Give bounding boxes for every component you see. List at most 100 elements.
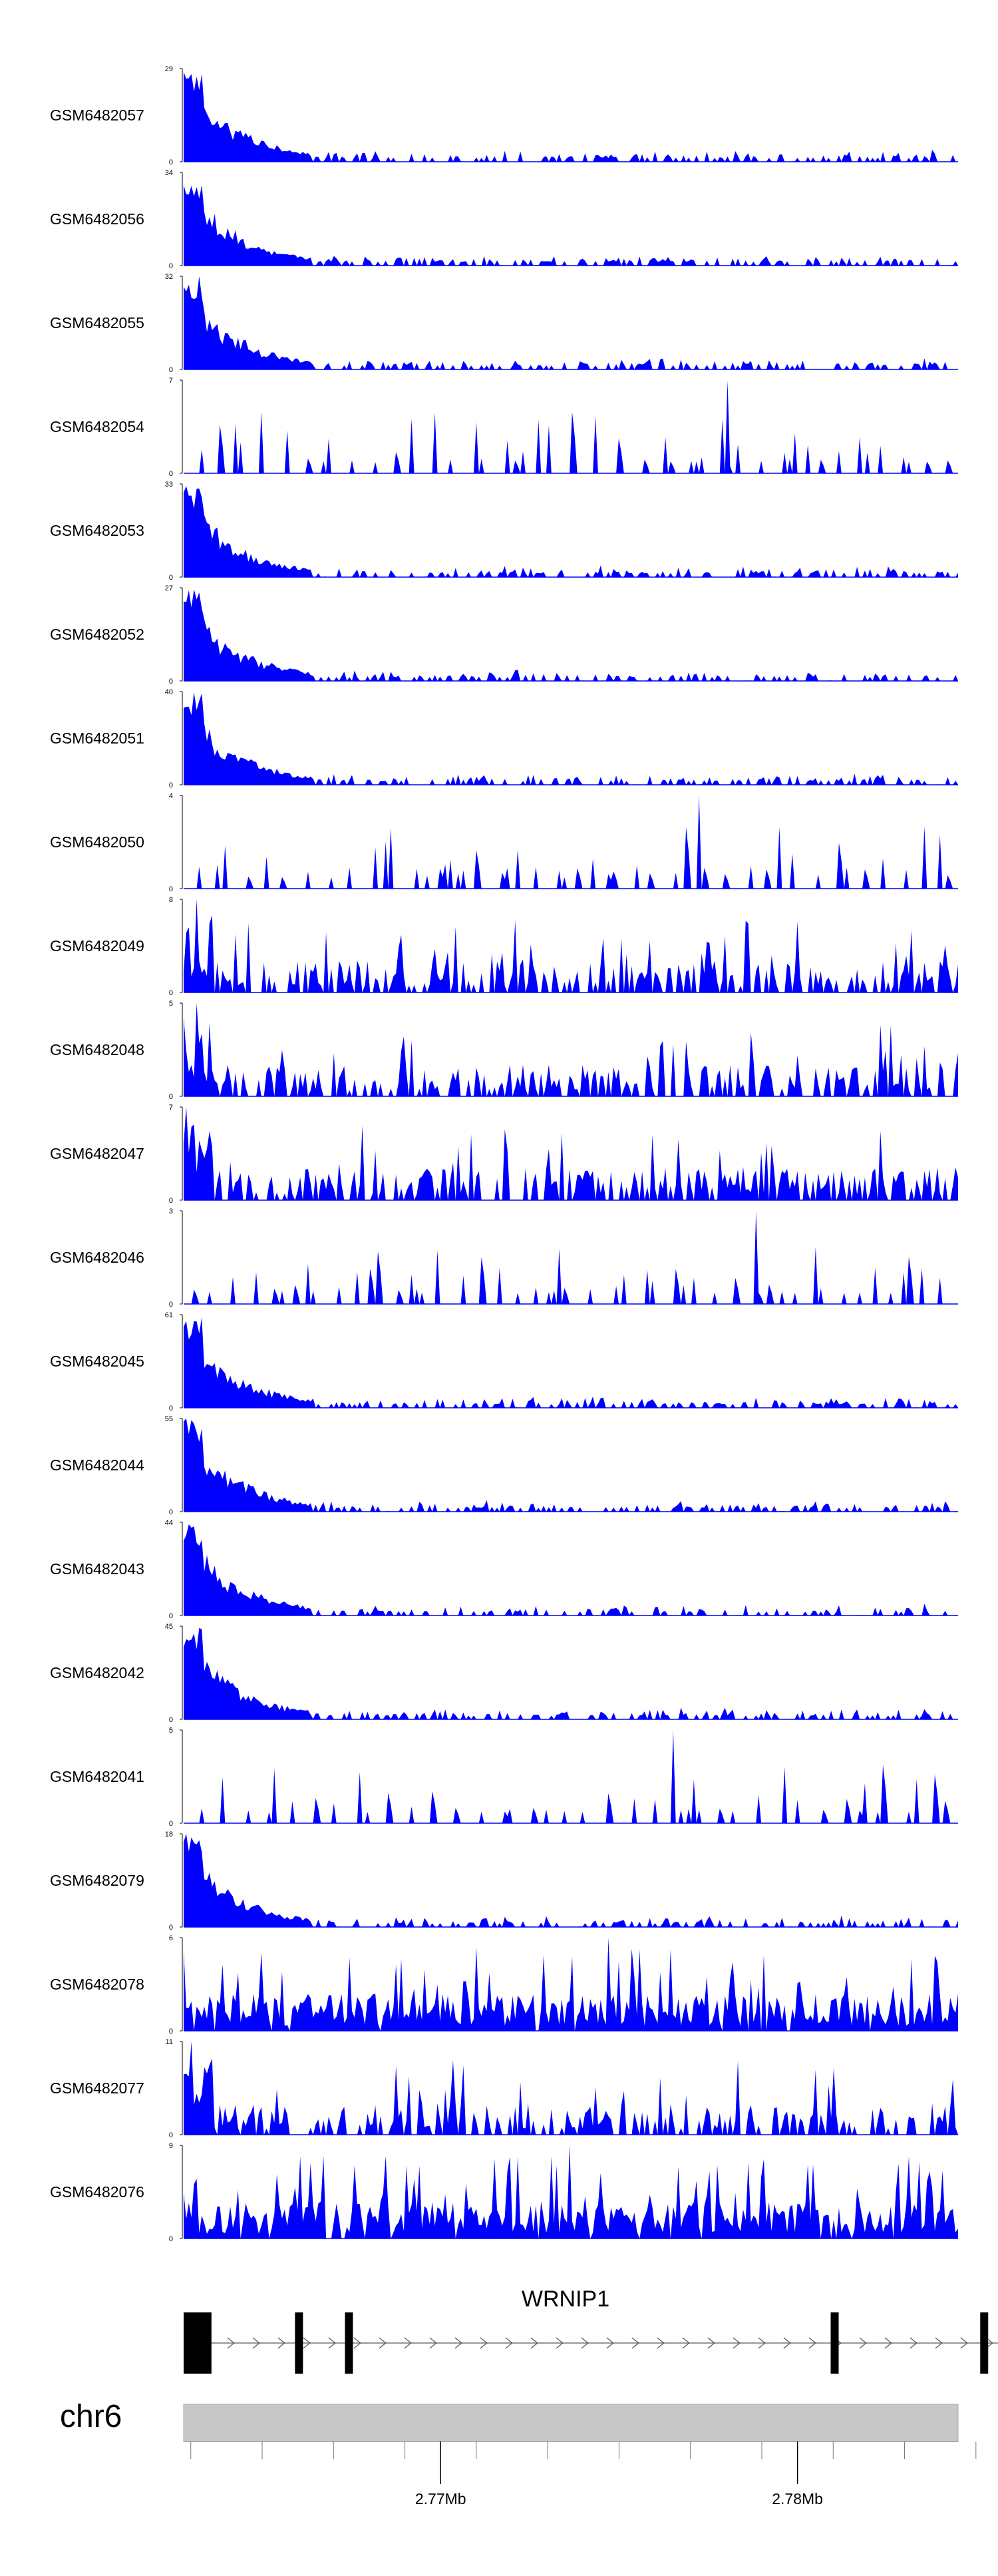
y-max-label: 33 bbox=[165, 481, 173, 489]
signal-area bbox=[184, 2041, 958, 2135]
signal-area bbox=[184, 692, 958, 785]
track-label: GSM6482044 bbox=[50, 1456, 144, 1474]
signal-area bbox=[184, 1418, 958, 1512]
y-max-label: 8 bbox=[169, 896, 173, 904]
y-max-label: 27 bbox=[165, 584, 173, 592]
y-max-label: 6 bbox=[169, 1934, 173, 1942]
chromosome-label: chr6 bbox=[60, 2399, 122, 2434]
track-label: GSM6482047 bbox=[50, 1145, 144, 1162]
y-max-label: 5 bbox=[169, 1727, 173, 1735]
strand-arrow bbox=[631, 2337, 639, 2349]
y-max-label: 4 bbox=[169, 792, 173, 800]
y-max-label: 18 bbox=[165, 1830, 173, 1838]
track-GSM6482041: GSM6482041 5 0 bbox=[50, 1727, 958, 1828]
track-GSM6482055: GSM6482055 32 0 bbox=[50, 273, 958, 374]
exon bbox=[980, 2312, 989, 2374]
strand-arrow bbox=[733, 2337, 741, 2349]
signal-area bbox=[184, 795, 958, 889]
y-min-label: 0 bbox=[169, 1508, 173, 1516]
signal-area bbox=[184, 1834, 958, 1927]
y-min-label: 0 bbox=[169, 262, 173, 270]
y-max-label: 55 bbox=[165, 1415, 173, 1423]
y-max-label: 7 bbox=[169, 377, 173, 385]
exon bbox=[830, 2312, 839, 2374]
signal-area bbox=[184, 1317, 958, 1408]
strand-arrow bbox=[530, 2337, 538, 2349]
track-label: GSM6482043 bbox=[50, 1560, 144, 1578]
y-max-label: 45 bbox=[165, 1623, 173, 1631]
strand-arrow bbox=[657, 2337, 665, 2349]
strand-arrow bbox=[277, 2337, 285, 2349]
signal-area bbox=[184, 1524, 958, 1615]
track-label: GSM6482041 bbox=[50, 1768, 144, 1785]
track-label: GSM6482051 bbox=[50, 730, 144, 747]
strand-arrow bbox=[454, 2337, 462, 2349]
exon bbox=[295, 2312, 303, 2374]
strand-arrow bbox=[303, 2337, 311, 2349]
exon bbox=[184, 2312, 212, 2374]
track-label: GSM6482052 bbox=[50, 626, 144, 643]
track-label: GSM6482079 bbox=[50, 1872, 144, 1889]
track-GSM6482054: GSM6482054 7 0 bbox=[50, 377, 958, 478]
gene-track: WRNIP1 bbox=[184, 2286, 998, 2374]
y-min-label: 0 bbox=[169, 1093, 173, 1101]
strand-arrow bbox=[556, 2337, 564, 2349]
track-GSM6482050: GSM6482050 4 0 bbox=[50, 792, 958, 893]
track-GSM6482076: GSM6482076 9 0 bbox=[50, 2142, 958, 2243]
strand-arrow bbox=[682, 2337, 690, 2349]
strand-arrow bbox=[353, 2337, 361, 2349]
track-GSM6482049: GSM6482049 8 0 bbox=[50, 896, 958, 997]
track-GSM6482053: GSM6482053 33 0 bbox=[50, 481, 958, 582]
y-min-label: 0 bbox=[169, 158, 173, 166]
y-min-label: 0 bbox=[169, 1404, 173, 1412]
strand-arrow bbox=[910, 2337, 917, 2349]
track-GSM6482079: GSM6482079 18 0 bbox=[50, 1830, 958, 1932]
y-min-label: 0 bbox=[169, 574, 173, 582]
signal-area bbox=[184, 184, 958, 266]
signal-area bbox=[184, 1107, 958, 1200]
track-GSM6482051: GSM6482051 40 0 bbox=[50, 688, 958, 789]
axis-tick-label: 2.78Mb bbox=[772, 2490, 823, 2507]
track-GSM6482043: GSM6482043 44 0 bbox=[50, 1519, 958, 1620]
chromosome-axis: chr6 2.77Mb 2.78Mb bbox=[60, 2399, 977, 2507]
track-label: GSM6482049 bbox=[50, 937, 144, 955]
y-min-label: 0 bbox=[169, 2131, 173, 2139]
gene-label: WRNIP1 bbox=[522, 2286, 609, 2312]
track-label: GSM6482057 bbox=[50, 107, 144, 124]
strand-arrow bbox=[606, 2337, 614, 2349]
strand-arrow bbox=[328, 2337, 336, 2349]
y-min-label: 0 bbox=[169, 2235, 173, 2243]
track-label: GSM6482050 bbox=[50, 833, 144, 851]
strand-arrow bbox=[884, 2337, 892, 2349]
track-GSM6482077: GSM6482077 11 0 bbox=[50, 2038, 958, 2139]
track-GSM6482057: GSM6482057 29 0 bbox=[50, 65, 958, 166]
track-GSM6482044: GSM6482044 55 0 bbox=[50, 1415, 958, 1516]
strand-arrow bbox=[505, 2337, 513, 2349]
strand-arrow bbox=[859, 2337, 867, 2349]
signal-area bbox=[184, 1627, 958, 1719]
track-label: GSM6482054 bbox=[50, 418, 144, 435]
y-min-label: 0 bbox=[169, 885, 173, 893]
strand-arrow bbox=[960, 2337, 968, 2349]
y-min-label: 0 bbox=[169, 678, 173, 686]
y-min-label: 0 bbox=[169, 1716, 173, 1724]
strand-arrow bbox=[758, 2337, 766, 2349]
signal-area bbox=[184, 276, 958, 369]
signal-area bbox=[184, 72, 958, 162]
signal-area bbox=[184, 380, 958, 473]
y-min-label: 0 bbox=[169, 781, 173, 789]
track-label: GSM6482056 bbox=[50, 210, 144, 228]
strand-arrow bbox=[707, 2337, 715, 2349]
y-max-label: 3 bbox=[169, 1207, 173, 1215]
exon bbox=[345, 2312, 353, 2374]
y-max-label: 44 bbox=[165, 1519, 173, 1527]
track-GSM6482045: GSM6482045 61 0 bbox=[50, 1311, 958, 1412]
y-max-label: 40 bbox=[165, 688, 173, 696]
y-max-label: 7 bbox=[169, 1104, 173, 1112]
track-label: GSM6482055 bbox=[50, 314, 144, 331]
track-label: GSM6482076 bbox=[50, 2183, 144, 2201]
signal-area bbox=[184, 589, 958, 681]
strand-arrow bbox=[404, 2337, 412, 2349]
track-label: GSM6482045 bbox=[50, 1353, 144, 1370]
